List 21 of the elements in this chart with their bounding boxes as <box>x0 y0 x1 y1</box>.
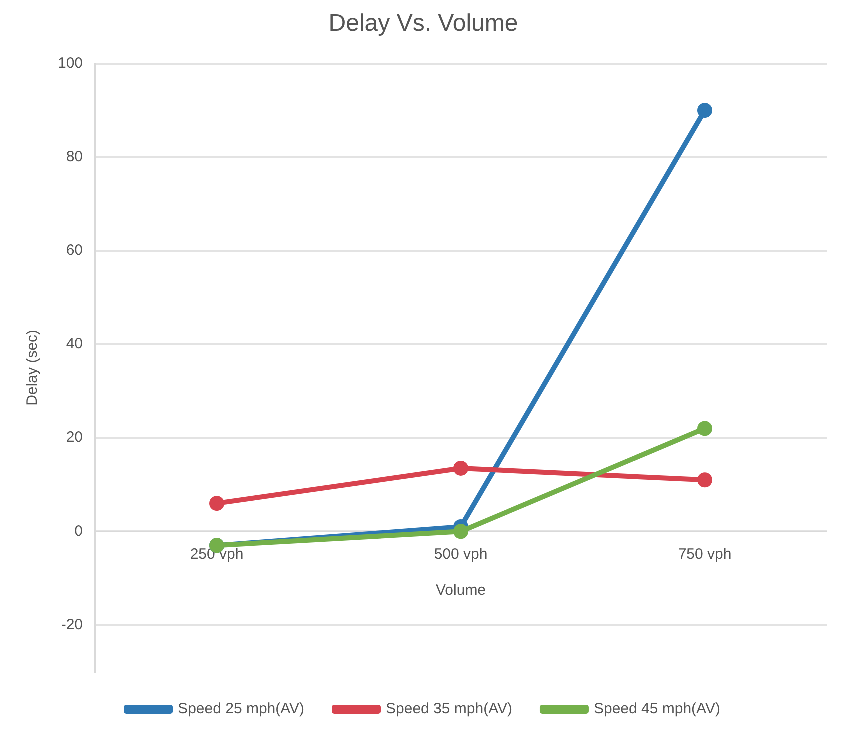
y-tick-label: 40 <box>66 336 84 353</box>
y-tick-label: 0 <box>74 522 84 540</box>
x-tick-label: 500 vph <box>434 546 488 563</box>
point <box>698 103 713 118</box>
legend-label: Speed 45 mph(AV) <box>594 700 720 718</box>
point <box>698 421 713 436</box>
x-tick-label: 750 vph <box>678 546 732 563</box>
x-axis-title: Volume <box>436 582 486 599</box>
y-axis-title: Delay (sec) <box>24 330 42 406</box>
y-tick-label: -20 <box>61 616 84 634</box>
y-tick-label: 20 <box>66 429 84 446</box>
point <box>454 524 469 540</box>
point <box>210 496 225 512</box>
chart-title: Delay Vs. Volume <box>328 10 518 38</box>
y-tick-label: 100 <box>58 54 84 72</box>
point <box>698 472 713 488</box>
legend-label: Speed 25 mph(AV) <box>178 700 305 718</box>
y-tick-label: 80 <box>66 148 84 166</box>
y-tick-label: 60 <box>66 242 84 260</box>
legend-label: Speed 35 mph(AV) <box>386 700 512 718</box>
point <box>454 460 469 476</box>
